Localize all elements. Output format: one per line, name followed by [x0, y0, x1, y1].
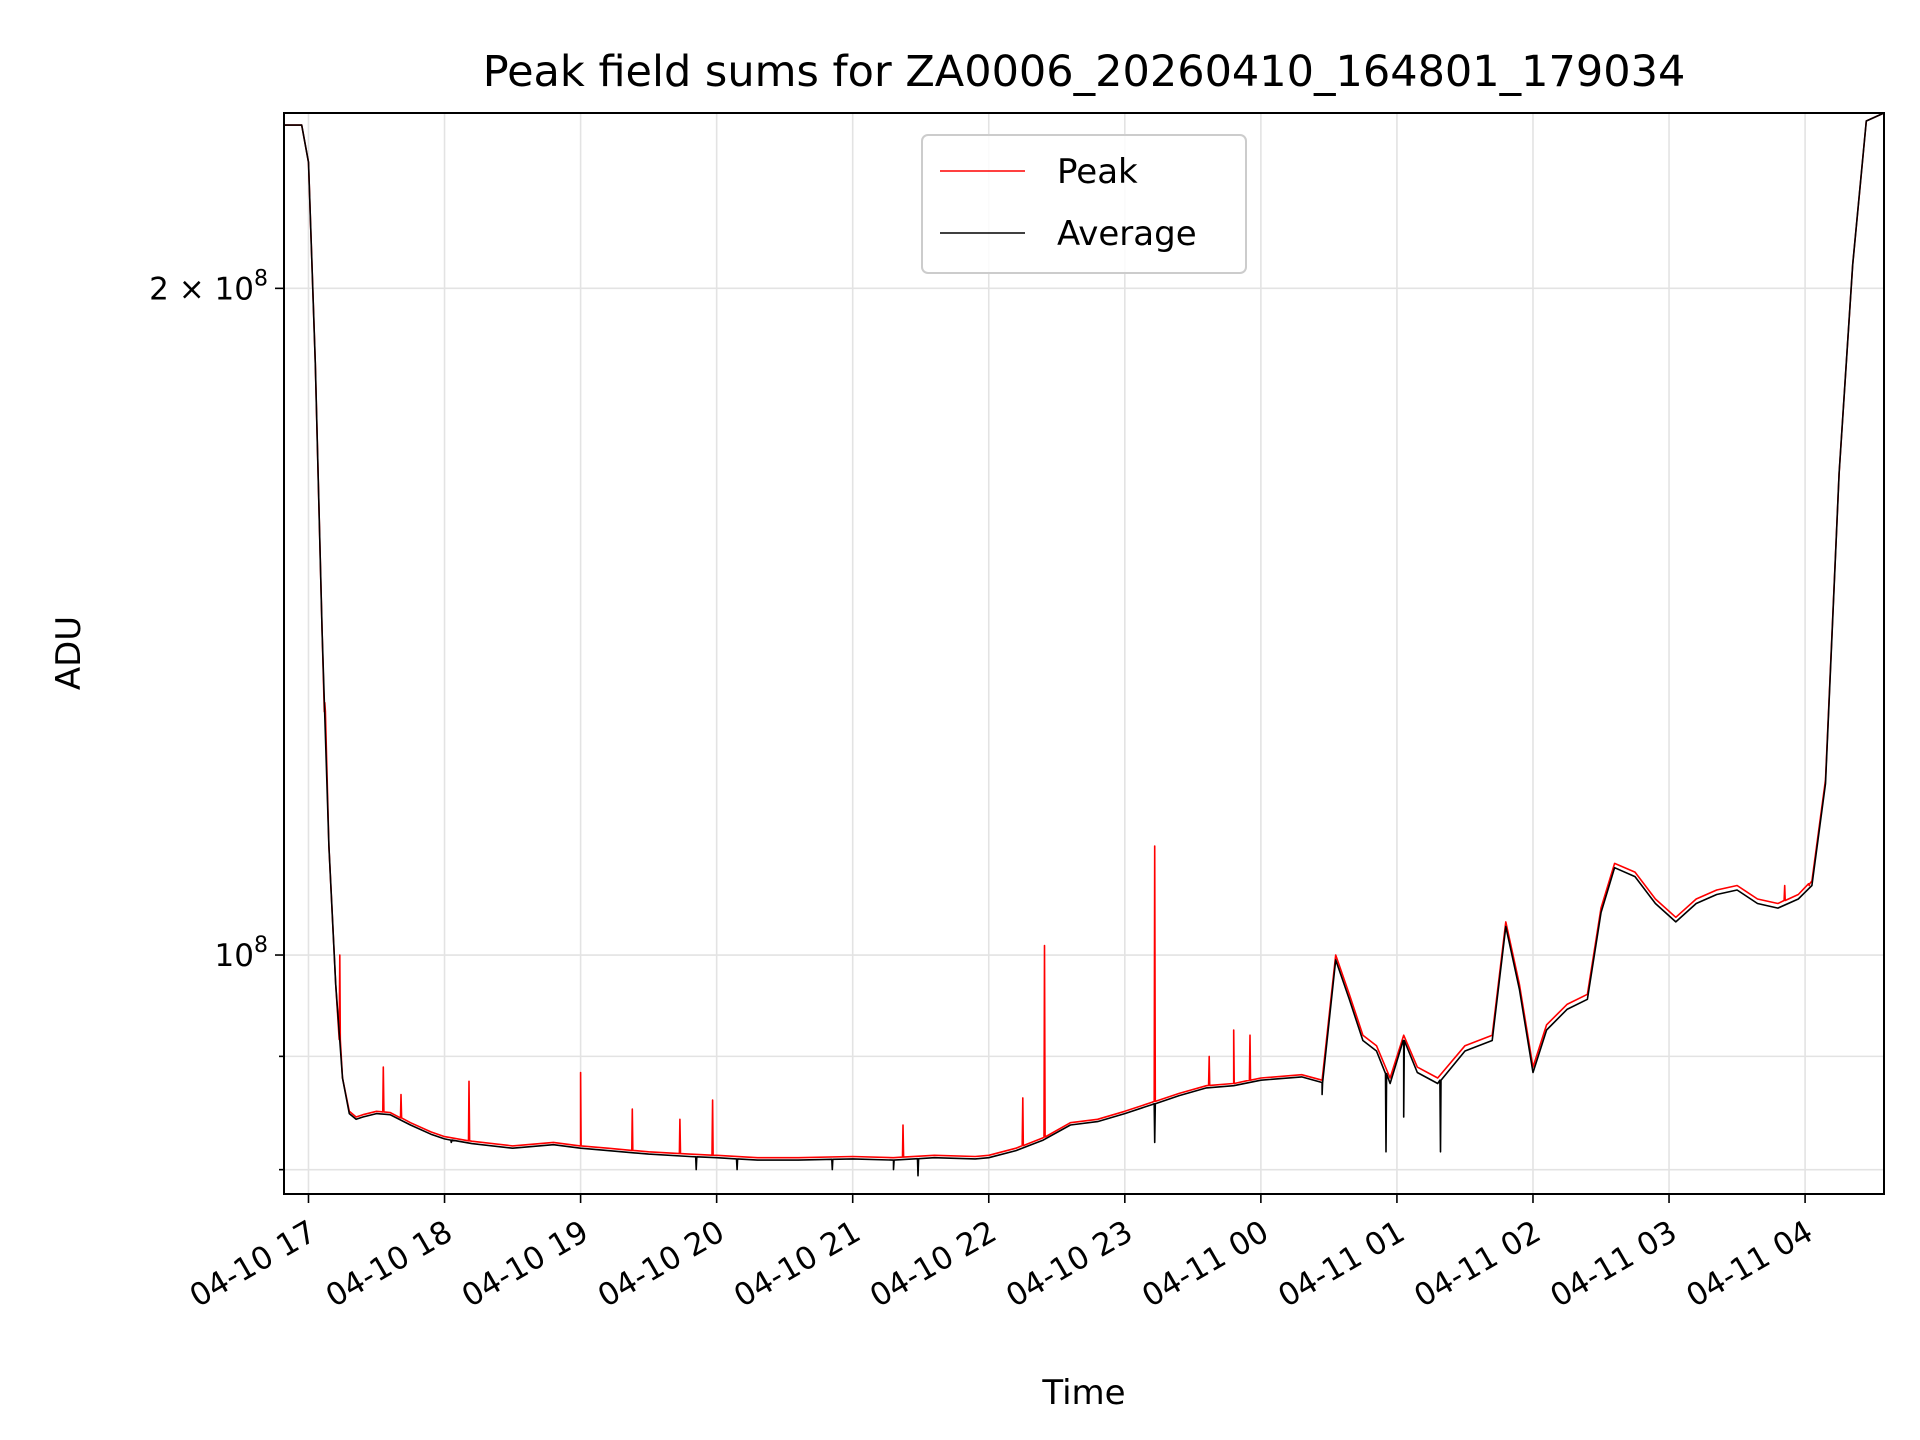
series-line-peak: [284, 112, 1885, 1159]
y-tick-label: 2 × 108: [149, 266, 268, 307]
legend-average-label: Average: [1057, 214, 1197, 254]
y-axis-label: ADU: [49, 616, 89, 690]
axes-frame: [283, 112, 1885, 1195]
grid-layer: [284, 113, 1884, 1194]
legend: Peak Average: [921, 134, 1247, 274]
legend-peak-label: Peak: [1057, 152, 1138, 192]
series-line-average: [284, 112, 1885, 1177]
x-axis-label: Time: [1041, 1373, 1125, 1413]
plot-area: [284, 112, 1885, 1177]
legend-box: [921, 134, 1247, 274]
chart-title: Peak field sums for ZA0006_20260410_1648…: [483, 47, 1686, 97]
y-tick-label: 108: [215, 933, 268, 974]
